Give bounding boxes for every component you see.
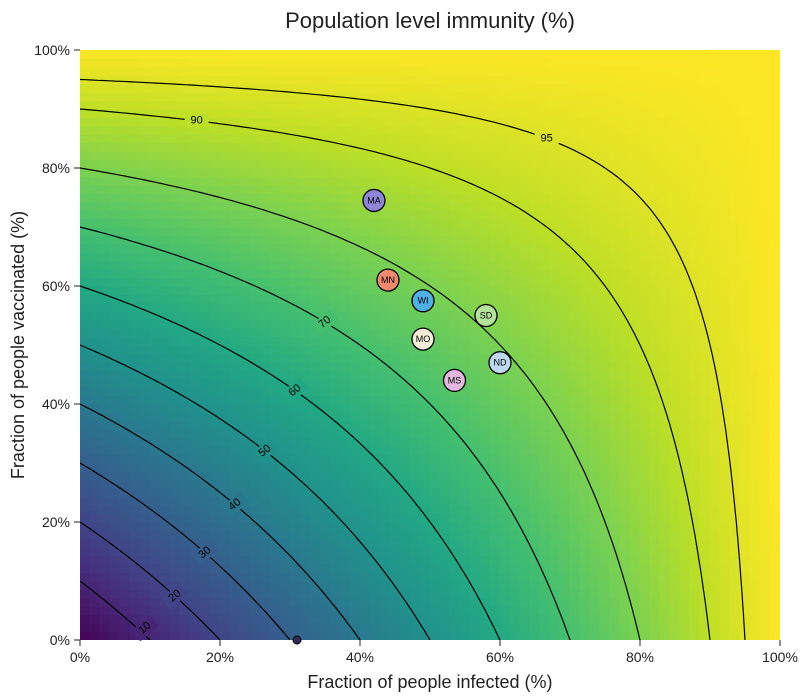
y-tick-label: 100% [34,42,70,58]
chart-svg: 102030405060709095MAMNWISDMONDMS0%20%40%… [0,0,800,700]
y-axis-label: Fraction of people vaccinated (%) [8,211,28,479]
x-tick-label: 0% [70,649,90,665]
state-point: MN [377,269,399,291]
state-point-label: ND [494,358,507,368]
immunity-chart: 102030405060709095MAMNWISDMONDMS0%20%40%… [0,0,800,700]
x-tick-label: 80% [626,649,654,665]
x-tick-label: 100% [762,649,798,665]
state-point: MS [444,369,466,391]
y-tick-label: 40% [42,396,70,412]
contour-label: 95 [535,131,559,146]
state-point-label: MO [416,334,431,344]
state-point-label: MS [448,375,462,385]
chart-title: Population level immunity (%) [285,8,575,33]
state-point-label: MN [381,275,395,285]
state-point: MO [412,328,434,350]
svg-text:95: 95 [541,132,553,144]
state-point: MA [363,189,385,211]
y-tick-label: 0% [50,632,70,648]
state-point-label: SD [480,310,493,320]
y-tick-label: 60% [42,278,70,294]
y-tick-label: 80% [42,160,70,176]
state-point-label: WI [418,296,429,306]
state-point-label: MA [367,195,381,205]
y-tick-label: 20% [42,514,70,530]
x-tick-label: 40% [346,649,374,665]
x-tick-label: 20% [206,649,234,665]
svg-text:90: 90 [191,115,203,127]
x-axis-label: Fraction of people infected (%) [307,672,552,692]
axis-marker [293,636,301,644]
state-point: WI [412,290,434,312]
x-tick-label: 60% [486,649,514,665]
state-point: ND [489,352,511,374]
contour-label: 90 [185,113,209,128]
state-point: SD [475,305,497,327]
